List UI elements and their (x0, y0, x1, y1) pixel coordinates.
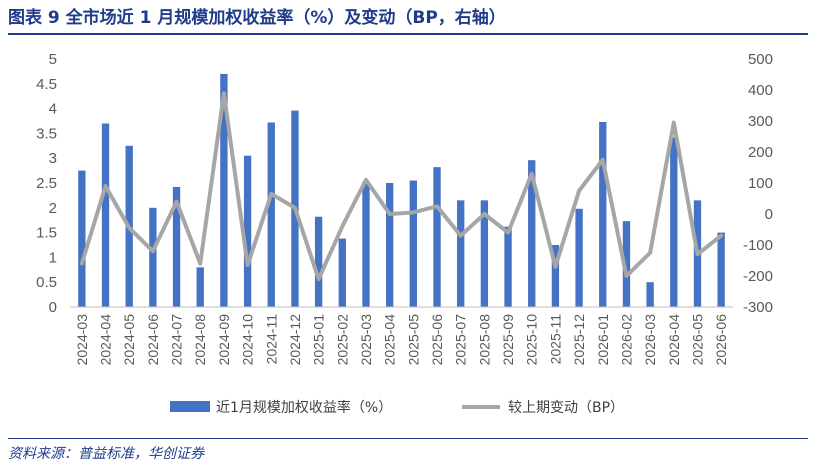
left-tick-label: 1 (49, 249, 57, 266)
x-tick-label: 2026-01 (595, 314, 611, 366)
right-tick-label: 200 (748, 144, 773, 161)
x-tick-label: 2024-05 (121, 314, 137, 366)
source-note: 资料来源：普益标准，华创证券 (8, 446, 204, 462)
bar-2026-02 (622, 221, 631, 307)
left-tick-label: 4.5 (36, 76, 57, 93)
left-tick-label: 3 (49, 150, 57, 167)
bar-2025-02 (338, 238, 346, 307)
right-tick-label: 100 (748, 175, 773, 192)
left-tick-label: 0.5 (36, 274, 57, 291)
left-tick-label: 3.5 (36, 125, 57, 142)
bar-2025-09 (504, 226, 512, 307)
right-tick-label: 0 (765, 206, 773, 223)
figure-title: 图表 9 全市场近 1 月规模加权收益率（%）及变动（BP，右轴） (8, 8, 506, 28)
legend-line-label: 较上期变动（BP） (508, 400, 624, 416)
left-tick-label: 0 (49, 299, 57, 316)
left-tick-label: 5 (49, 51, 57, 68)
bar-2024-08 (196, 267, 204, 307)
left-y-axis: 0 0.5 1 1.5 2 2.5 3 3.5 4 4.5 5 (36, 51, 57, 316)
combo-chart: 0 0.5 1 1.5 2 2.5 3 3.5 4 4.5 5 -300 -200 -100 0 100 20… (36, 51, 773, 416)
right-tick-label: -300 (743, 299, 773, 316)
x-tick-label: 2025-02 (334, 314, 350, 366)
x-tick-label: 2024-12 (287, 314, 303, 366)
x-tick-label: 2025-07 (453, 314, 469, 366)
right-tick-label: 500 (748, 51, 773, 68)
x-tick-label: 2026-03 (642, 314, 658, 366)
bar-2025-03 (362, 181, 370, 307)
left-tick-label: 2 (49, 200, 57, 217)
legend: 近1月规模加权收益率（%） 较上期变动（BP） (170, 399, 624, 416)
legend-bar-swatch (170, 401, 210, 412)
legend-bar-label: 近1月规模加权收益率（%） (216, 399, 392, 416)
x-tick-label: 2026-02 (618, 314, 634, 366)
bar-2025-07 (457, 200, 465, 307)
bar-2025-04 (385, 183, 394, 307)
bar-2026-06 (717, 232, 725, 307)
x-tick-label: 2026-05 (689, 314, 705, 366)
bar-2024-04 (101, 123, 110, 307)
bar-2025-11 (551, 245, 560, 307)
right-tick-label: 400 (748, 82, 773, 99)
left-tick-label: 4 (49, 101, 57, 118)
right-tick-label: -200 (743, 268, 773, 285)
x-tick-label: 2025-06 (429, 314, 445, 366)
bar-2024-03 (78, 170, 86, 307)
right-tick-label: 300 (748, 113, 773, 130)
bar-2026-03 (646, 282, 654, 307)
x-tick-label: 2024-03 (74, 314, 90, 366)
right-tick-label: -100 (743, 237, 773, 254)
bar-2024-11 (267, 122, 275, 308)
x-tick-label: 2025-05 (405, 314, 421, 366)
x-axis: 2024-03 2024-04 2024-05 2024-06 2024-07 2024-… (74, 314, 729, 366)
line-series (79, 91, 724, 282)
x-tick-label: 2025-03 (358, 314, 374, 366)
title-rule (8, 33, 808, 35)
left-tick-label: 2.5 (36, 175, 57, 192)
bar-2025-12 (575, 208, 583, 307)
x-tick-label: 2024-04 (98, 314, 114, 366)
x-tick-label: 2024-07 (169, 314, 185, 366)
x-tick-label: 2025-01 (311, 314, 327, 366)
bar-2024-10 (243, 155, 252, 307)
x-tick-label: 2025-08 (476, 314, 492, 366)
x-tick-label: 2025-12 (571, 314, 587, 366)
bar-2025-05 (409, 180, 418, 307)
x-tick-label: 2025-10 (524, 314, 540, 366)
x-tick-label: 2025-09 (500, 314, 516, 366)
x-tick-label: 2026-04 (666, 314, 682, 366)
bar-2026-04 (670, 137, 678, 307)
x-tick-label: 2024-10 (240, 314, 256, 366)
x-tick-label: 2025-04 (382, 314, 398, 366)
bar-2024-09 (220, 73, 228, 307)
bar-2024-07 (172, 186, 181, 307)
x-tick-label: 2024-08 (192, 314, 208, 366)
source-rule (8, 438, 808, 439)
right-y-axis: -300 -200 -100 0 100 200 300 400 500 (743, 51, 773, 316)
bar-2025-10 (528, 160, 536, 307)
x-tick-label: 2026-06 (713, 314, 729, 366)
x-tick-label: 2025-11 (547, 314, 563, 365)
bar-2024-06 (149, 207, 157, 307)
bar-2025-01 (314, 216, 323, 307)
bar-2026-01 (599, 121, 607, 308)
bar-2025-06 (433, 167, 441, 307)
x-tick-label: 2024-11 (263, 314, 279, 365)
bar-2025-08 (480, 200, 489, 307)
x-tick-label: 2024-06 (145, 314, 161, 366)
x-tick-label: 2024-09 (216, 314, 232, 366)
left-tick-label: 1.5 (36, 225, 57, 242)
